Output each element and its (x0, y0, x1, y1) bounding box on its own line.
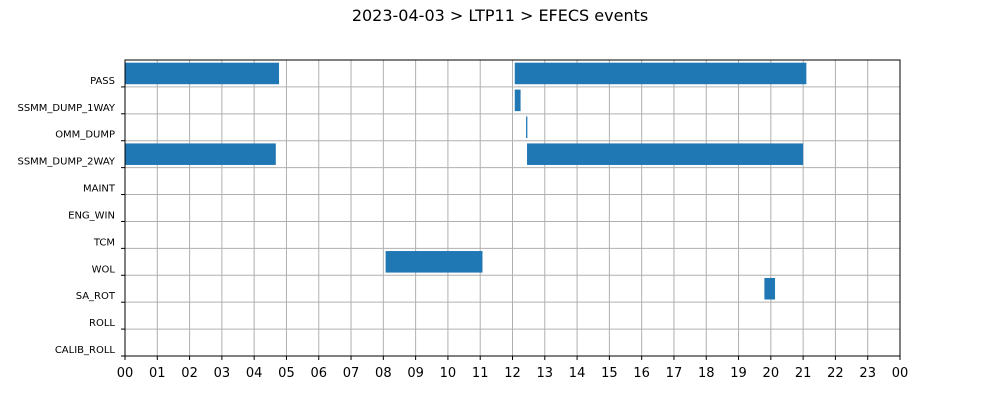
event-bar-wol (385, 251, 483, 273)
y-tick-label: MAINT (83, 184, 116, 195)
event-bar-pass (514, 62, 807, 85)
x-tick-label: 05 (278, 366, 295, 381)
x-tick-label: 00 (892, 366, 909, 381)
y-tick-label: ROLL (89, 318, 115, 329)
x-tick-label: 16 (633, 366, 650, 381)
x-tick-label: 17 (666, 366, 683, 381)
x-tick-label: 07 (343, 366, 360, 381)
grid-lines (124, 60, 901, 357)
y-axis: PASS SSMM_DUMP_1WAY OMM_DUMP SSMM_DUMP_2WAY… (17, 76, 125, 357)
x-tick-label: 03 (214, 366, 231, 381)
x-tick-label: 06 (310, 366, 327, 381)
x-axis: 00 01 02 03 04 05 06 07 08 09 10 11 12 13 14 15 16 17 18 19… (117, 356, 909, 381)
x-tick-label: 21 (795, 366, 812, 381)
x-tick-label: 22 (827, 366, 844, 381)
x-tick-label: 12 (504, 366, 521, 381)
x-tick-label: 04 (246, 366, 263, 381)
y-tick-label: ENG_WIN (68, 210, 115, 221)
event-bar-omm-dump (526, 116, 528, 139)
y-tick-label: PASS (90, 76, 115, 87)
event-bar-sa-rot (764, 277, 776, 300)
x-tick-label: 20 (763, 366, 780, 381)
event-bar-ssmm-dump-2way (527, 143, 804, 165)
x-tick-label: 11 (472, 366, 489, 381)
event-bar-pass (125, 62, 280, 85)
y-tick-label: SSMM_DUMP_1WAY (17, 103, 115, 114)
x-tick-label: 02 (181, 366, 198, 381)
x-tick-label: 15 (601, 366, 618, 381)
x-tick-label: 10 (440, 366, 457, 381)
x-tick-label: 08 (375, 366, 392, 381)
event-bars (125, 62, 807, 300)
x-tick-label: 23 (859, 366, 876, 381)
y-tick-label: SA_ROT (76, 291, 116, 302)
event-bar-ssmm-dump-1way (514, 89, 521, 112)
y-tick-label: OMM_DUMP (55, 130, 115, 141)
x-tick-label: 00 (117, 366, 134, 381)
y-tick-label: WOL (92, 264, 116, 275)
x-tick-label: 19 (730, 366, 747, 381)
y-tick-label: TCM (93, 237, 115, 248)
y-tick-label: CALIB_ROLL (55, 345, 116, 356)
x-tick-label: 18 (698, 366, 715, 381)
y-tick-label: SSMM_DUMP_2WAY (17, 157, 115, 168)
x-tick-label: 13 (537, 366, 554, 381)
event-bar-ssmm-dump-2way (125, 143, 276, 165)
x-tick-label: 01 (149, 366, 166, 381)
chart-title: 2023-04-03 > LTP11 > EFECS events (351, 6, 649, 25)
x-tick-label: 14 (569, 366, 586, 381)
x-tick-label: 09 (407, 366, 424, 381)
